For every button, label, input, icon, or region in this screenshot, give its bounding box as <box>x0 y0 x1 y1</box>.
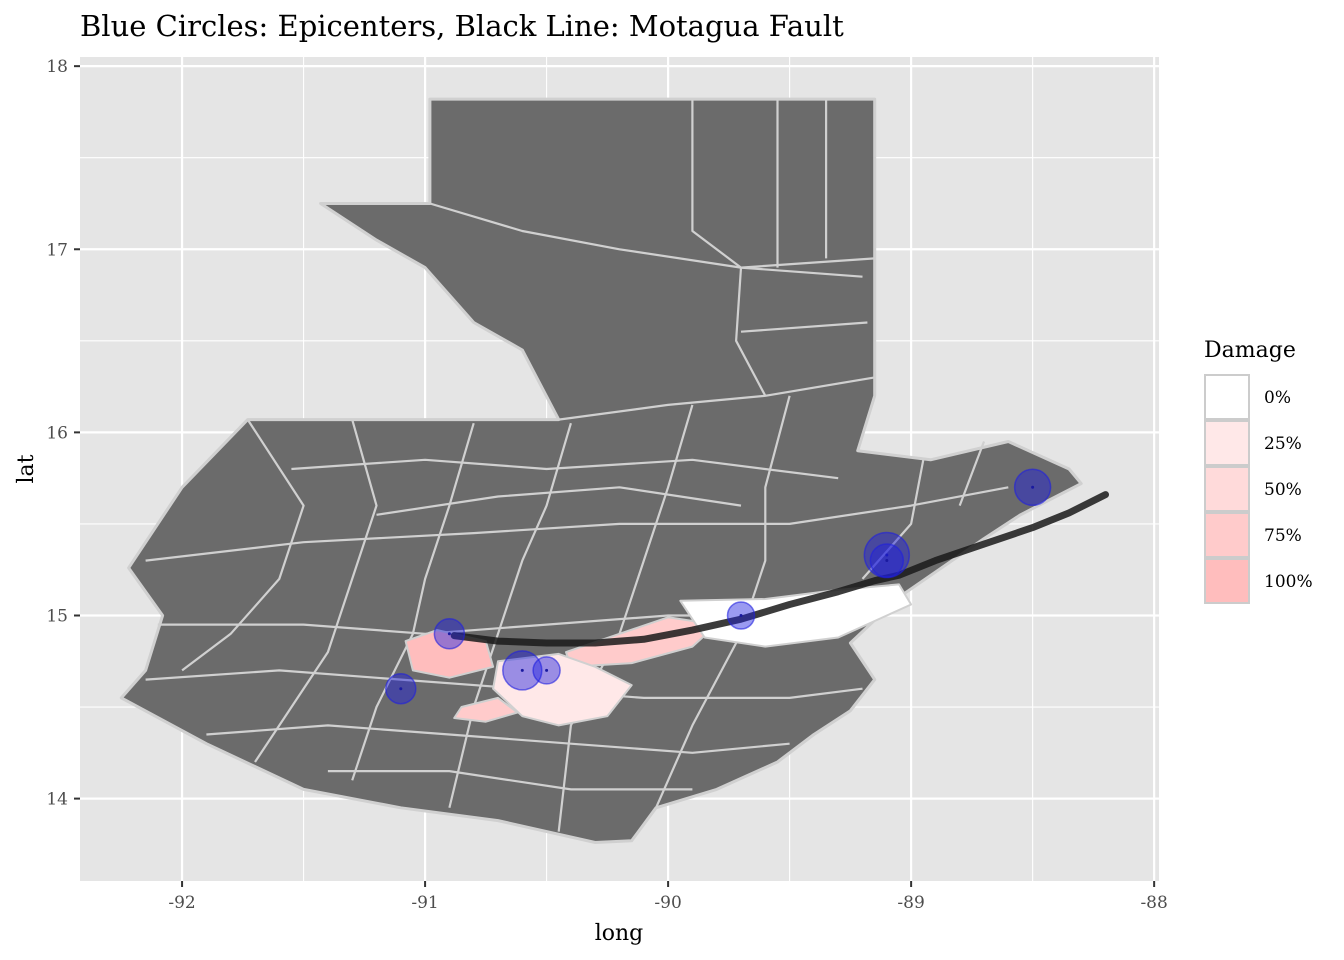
damage-region <box>404 629 495 679</box>
admin-border <box>351 422 475 781</box>
legend-label: 100% <box>1264 572 1313 592</box>
y-tick-label: 17 <box>46 240 68 260</box>
country-outline <box>119 97 1083 844</box>
epicenter-markers <box>385 468 1052 705</box>
epicenter-dot <box>739 613 743 617</box>
epicenter-dot <box>885 559 889 563</box>
legend-swatch <box>1204 558 1250 604</box>
admin-border <box>376 486 742 516</box>
y-tick-label: 14 <box>46 790 68 810</box>
epicenter-dot <box>399 687 403 691</box>
admin-border <box>429 202 875 269</box>
admin-border <box>206 724 790 754</box>
x-tick-label: -92 <box>168 893 195 913</box>
admin-border <box>740 266 863 278</box>
legend-label: 50% <box>1264 480 1302 500</box>
x-axis-title: long <box>595 921 644 946</box>
y-axis: 14 15 16 17 18 <box>46 57 80 810</box>
admin-border <box>861 459 925 580</box>
admin-border <box>181 419 305 672</box>
legend-swatch <box>1204 420 1250 466</box>
map-title: Blue Circles: Epicenters, Black Line: Mo… <box>80 9 844 43</box>
legend-swatch <box>1204 374 1250 420</box>
legend-title: Damage <box>1204 338 1296 363</box>
admin-border <box>145 486 1009 562</box>
y-tick-label: 16 <box>46 423 68 443</box>
legend-label: 0% <box>1264 388 1291 408</box>
x-tick-label: -89 <box>897 893 924 913</box>
admin-border <box>558 376 875 421</box>
y-tick-label: 18 <box>46 57 68 77</box>
legend-label: 25% <box>1264 434 1302 454</box>
x-tick-label: -88 <box>1140 893 1167 913</box>
admin-border <box>254 419 378 763</box>
admin-border <box>958 441 986 506</box>
damage-region <box>492 652 633 727</box>
admin-border <box>327 769 693 791</box>
y-tick-label: 15 <box>46 606 68 626</box>
legend-label: 75% <box>1264 526 1302 546</box>
admin-border <box>654 395 791 809</box>
damage-region <box>679 583 913 648</box>
x-tick-label: -91 <box>411 893 438 913</box>
epicenter-dot <box>1031 485 1035 489</box>
admin-border <box>291 458 839 480</box>
epicenter-dot <box>545 668 549 672</box>
legend-swatch <box>1204 466 1250 512</box>
epicenter-dot <box>447 632 451 636</box>
legend-swatch <box>1204 512 1250 558</box>
y-axis-title: lat <box>14 454 39 483</box>
epicenter-dot <box>885 553 889 557</box>
damage-region <box>453 696 519 723</box>
epicenter-dot <box>520 668 524 672</box>
x-tick-label: -90 <box>654 893 681 913</box>
motagua-fault-line <box>450 491 1109 647</box>
fault-line-path <box>450 491 1109 647</box>
x-axis: -92 -91 -90 -89 -88 <box>168 881 1168 913</box>
damage-legend: Damage 0% 25% 50% 75% 100% <box>1204 338 1313 604</box>
admin-border <box>740 321 868 333</box>
